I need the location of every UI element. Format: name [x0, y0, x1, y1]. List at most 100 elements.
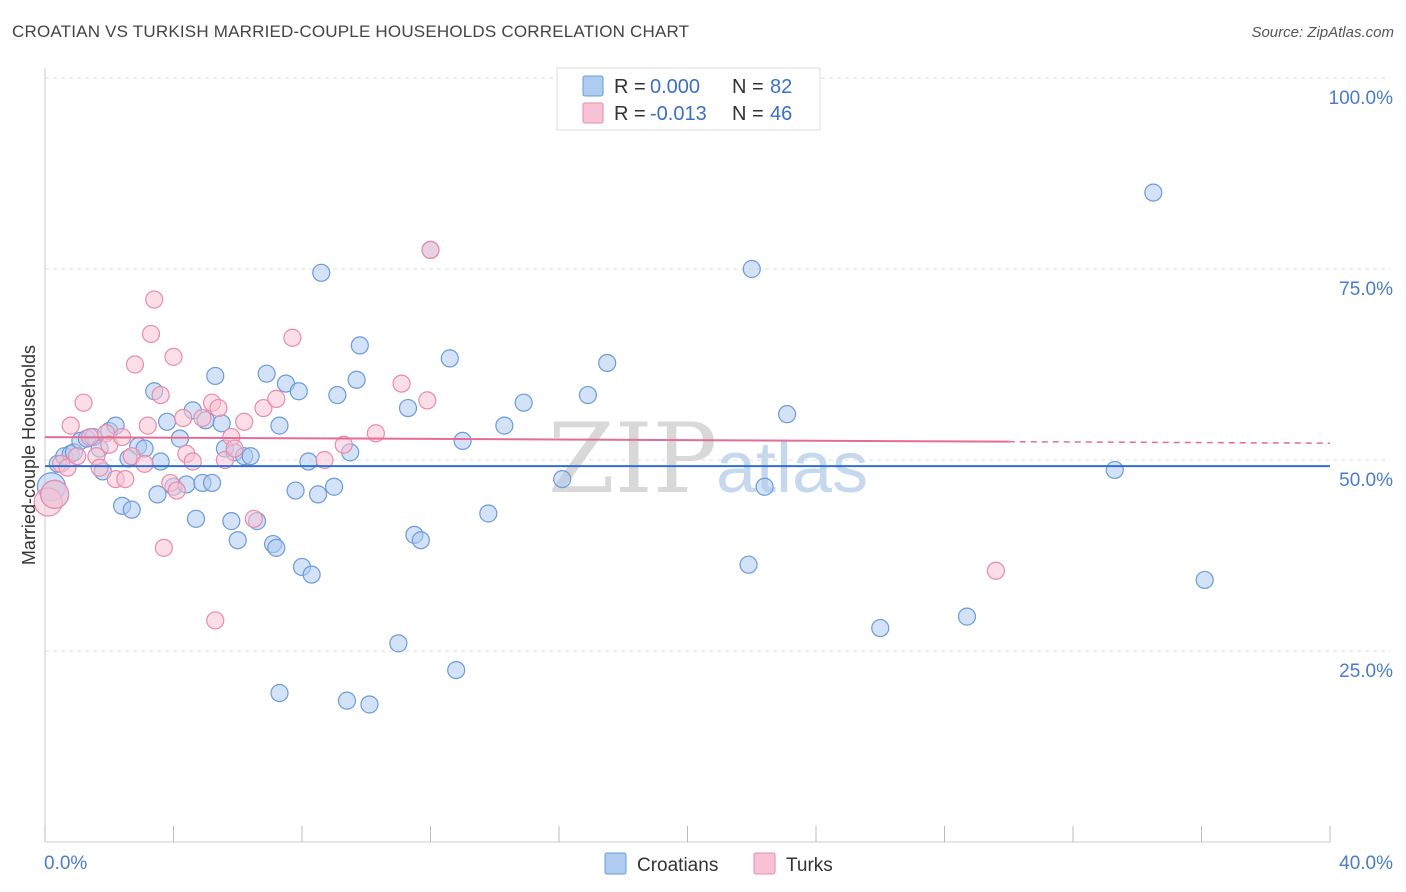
data-point — [125, 355, 145, 374]
data-point — [742, 259, 761, 279]
data-point — [151, 452, 170, 471]
data-point — [151, 385, 170, 405]
croatians-r-value: 0.000 — [650, 76, 700, 98]
croatians-bottom-swatch — [604, 852, 627, 875]
data-point — [553, 470, 572, 489]
data-point — [135, 454, 154, 473]
data-point — [312, 263, 331, 282]
turks-trend-line — [44, 436, 1009, 443]
data-point — [986, 561, 1006, 580]
data-point — [61, 416, 80, 435]
data-point — [315, 450, 334, 470]
data-point — [283, 328, 302, 347]
x-tick-label: 0.0% — [44, 853, 87, 874]
data-point — [267, 538, 286, 557]
gridlines — [45, 77, 1390, 652]
data-point — [228, 531, 247, 550]
turks-legend-swatch — [582, 102, 604, 124]
data-point — [154, 538, 173, 557]
data-point — [138, 416, 157, 435]
data-point — [299, 452, 318, 471]
data-point — [418, 391, 437, 410]
correlation-legend: R = 0.000 N = 82 R = -0.013 N = 46 — [556, 67, 821, 131]
data-point — [157, 412, 177, 431]
data-point — [222, 512, 241, 531]
data-point — [90, 458, 109, 477]
croatians-legend-swatch — [582, 75, 604, 97]
data-point — [40, 479, 70, 509]
data-point — [141, 324, 161, 344]
data-point — [286, 481, 305, 500]
y-tick-label: 25.0% — [1339, 661, 1393, 682]
y-axis-label: Married-couple Households — [19, 345, 39, 565]
turks-n-value: 46 — [770, 103, 792, 125]
data-point — [398, 398, 418, 418]
data-point — [360, 695, 379, 714]
data-point — [167, 481, 186, 500]
data-point — [74, 393, 93, 412]
watermark-zip: ZIP — [548, 403, 717, 515]
data-point — [578, 385, 598, 405]
data-point — [148, 485, 167, 504]
tick-labels: 25.0% 50.0% 75.0% 100.0% 0.0% 40.0% — [44, 88, 1393, 874]
data-point — [421, 240, 440, 259]
data-point — [411, 531, 430, 550]
data-point — [202, 473, 222, 493]
croatians-n-value: 82 — [770, 76, 792, 98]
croatians-n-label: N = — [732, 76, 764, 98]
series-legend: Croatians Turks — [604, 852, 833, 876]
chart-title: CROATIAN VS TURKISH MARRIED-COUPLE HOUSE… — [12, 22, 690, 41]
croatians-legend-label: Croatians — [637, 855, 718, 876]
trend-lines — [44, 436, 1331, 468]
source-label: Source: ZipAtlas.com — [1251, 24, 1394, 41]
data-point — [164, 347, 183, 366]
turks-bottom-swatch — [753, 852, 776, 875]
data-point — [1144, 183, 1163, 202]
data-point — [68, 447, 87, 466]
turks-points — [33, 240, 1006, 630]
data-point — [241, 447, 260, 466]
data-point — [254, 398, 273, 418]
data-point — [447, 660, 466, 680]
data-point — [186, 509, 206, 528]
data-point — [206, 611, 225, 630]
turks-r-value: -0.013 — [650, 103, 707, 125]
data-point — [289, 382, 308, 401]
data-point — [183, 452, 202, 471]
data-point — [257, 364, 276, 383]
data-point — [453, 431, 472, 450]
turks-n-label: N = — [732, 103, 764, 125]
data-point — [739, 555, 758, 574]
data-point — [957, 607, 977, 626]
data-point — [302, 565, 321, 584]
data-point — [755, 477, 774, 496]
data-point — [1195, 570, 1214, 590]
data-point — [347, 370, 366, 389]
data-point — [495, 416, 514, 435]
data-point — [209, 398, 228, 418]
data-point — [337, 691, 357, 710]
data-point — [350, 336, 369, 355]
data-point — [225, 439, 244, 458]
data-point — [270, 683, 289, 703]
y-tick-label: 50.0% — [1339, 470, 1393, 491]
turks-r-label: R = — [614, 103, 646, 125]
data-point — [116, 470, 135, 489]
turks-legend-label: Turks — [786, 855, 833, 876]
data-point — [325, 477, 344, 496]
data-point — [871, 618, 890, 638]
data-point — [122, 500, 141, 519]
data-point — [270, 416, 289, 435]
data-point — [389, 634, 408, 653]
data-point — [193, 408, 212, 428]
data-point — [308, 485, 328, 504]
data-point — [235, 412, 254, 431]
croatians-r-label: R = — [614, 76, 646, 98]
data-point — [392, 374, 411, 393]
data-point — [145, 290, 164, 309]
axes — [44, 68, 1331, 843]
data-point — [479, 504, 498, 523]
data-point — [598, 353, 617, 373]
data-point — [267, 389, 286, 408]
